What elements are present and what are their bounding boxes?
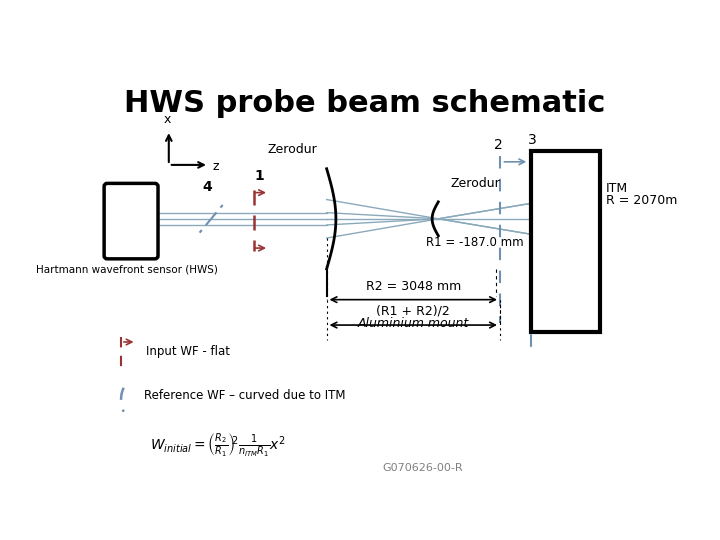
Text: ITM: ITM: [606, 182, 629, 195]
Text: 3: 3: [528, 133, 536, 147]
Text: $W_{initial} = \left(\frac{R_2}{R_1}\right)^{\!\!2} \frac{1}{n_{ITM} R_1} x^2$: $W_{initial} = \left(\frac{R_2}{R_1}\rig…: [150, 430, 286, 457]
Text: R1 = -187.0 mm: R1 = -187.0 mm: [426, 236, 524, 249]
Text: Zerodur: Zerodur: [267, 143, 317, 156]
Text: Zerodur: Zerodur: [451, 177, 500, 190]
Text: x: x: [163, 113, 171, 126]
Bar: [531, 151, 600, 332]
Text: (R1 + R2)/2: (R1 + R2)/2: [377, 305, 450, 318]
Text: Aluminium mount: Aluminium mount: [358, 316, 469, 330]
Text: Hartmann wavefront sensor (HWS): Hartmann wavefront sensor (HWS): [36, 265, 218, 275]
Text: R2 = 3048 mm: R2 = 3048 mm: [366, 280, 461, 294]
Text: Reference WF – curved due to ITM: Reference WF – curved due to ITM: [144, 389, 346, 402]
Text: 4: 4: [202, 180, 212, 194]
Text: 2: 2: [494, 138, 503, 152]
Text: HWS probe beam schematic: HWS probe beam schematic: [125, 90, 606, 118]
Text: R = 2070m: R = 2070m: [606, 194, 678, 207]
Text: Input WF - flat: Input WF - flat: [145, 345, 230, 357]
Text: G070626-00-R: G070626-00-R: [382, 463, 463, 473]
Text: 1: 1: [255, 170, 264, 184]
FancyBboxPatch shape: [104, 184, 158, 259]
Text: z: z: [212, 160, 219, 173]
